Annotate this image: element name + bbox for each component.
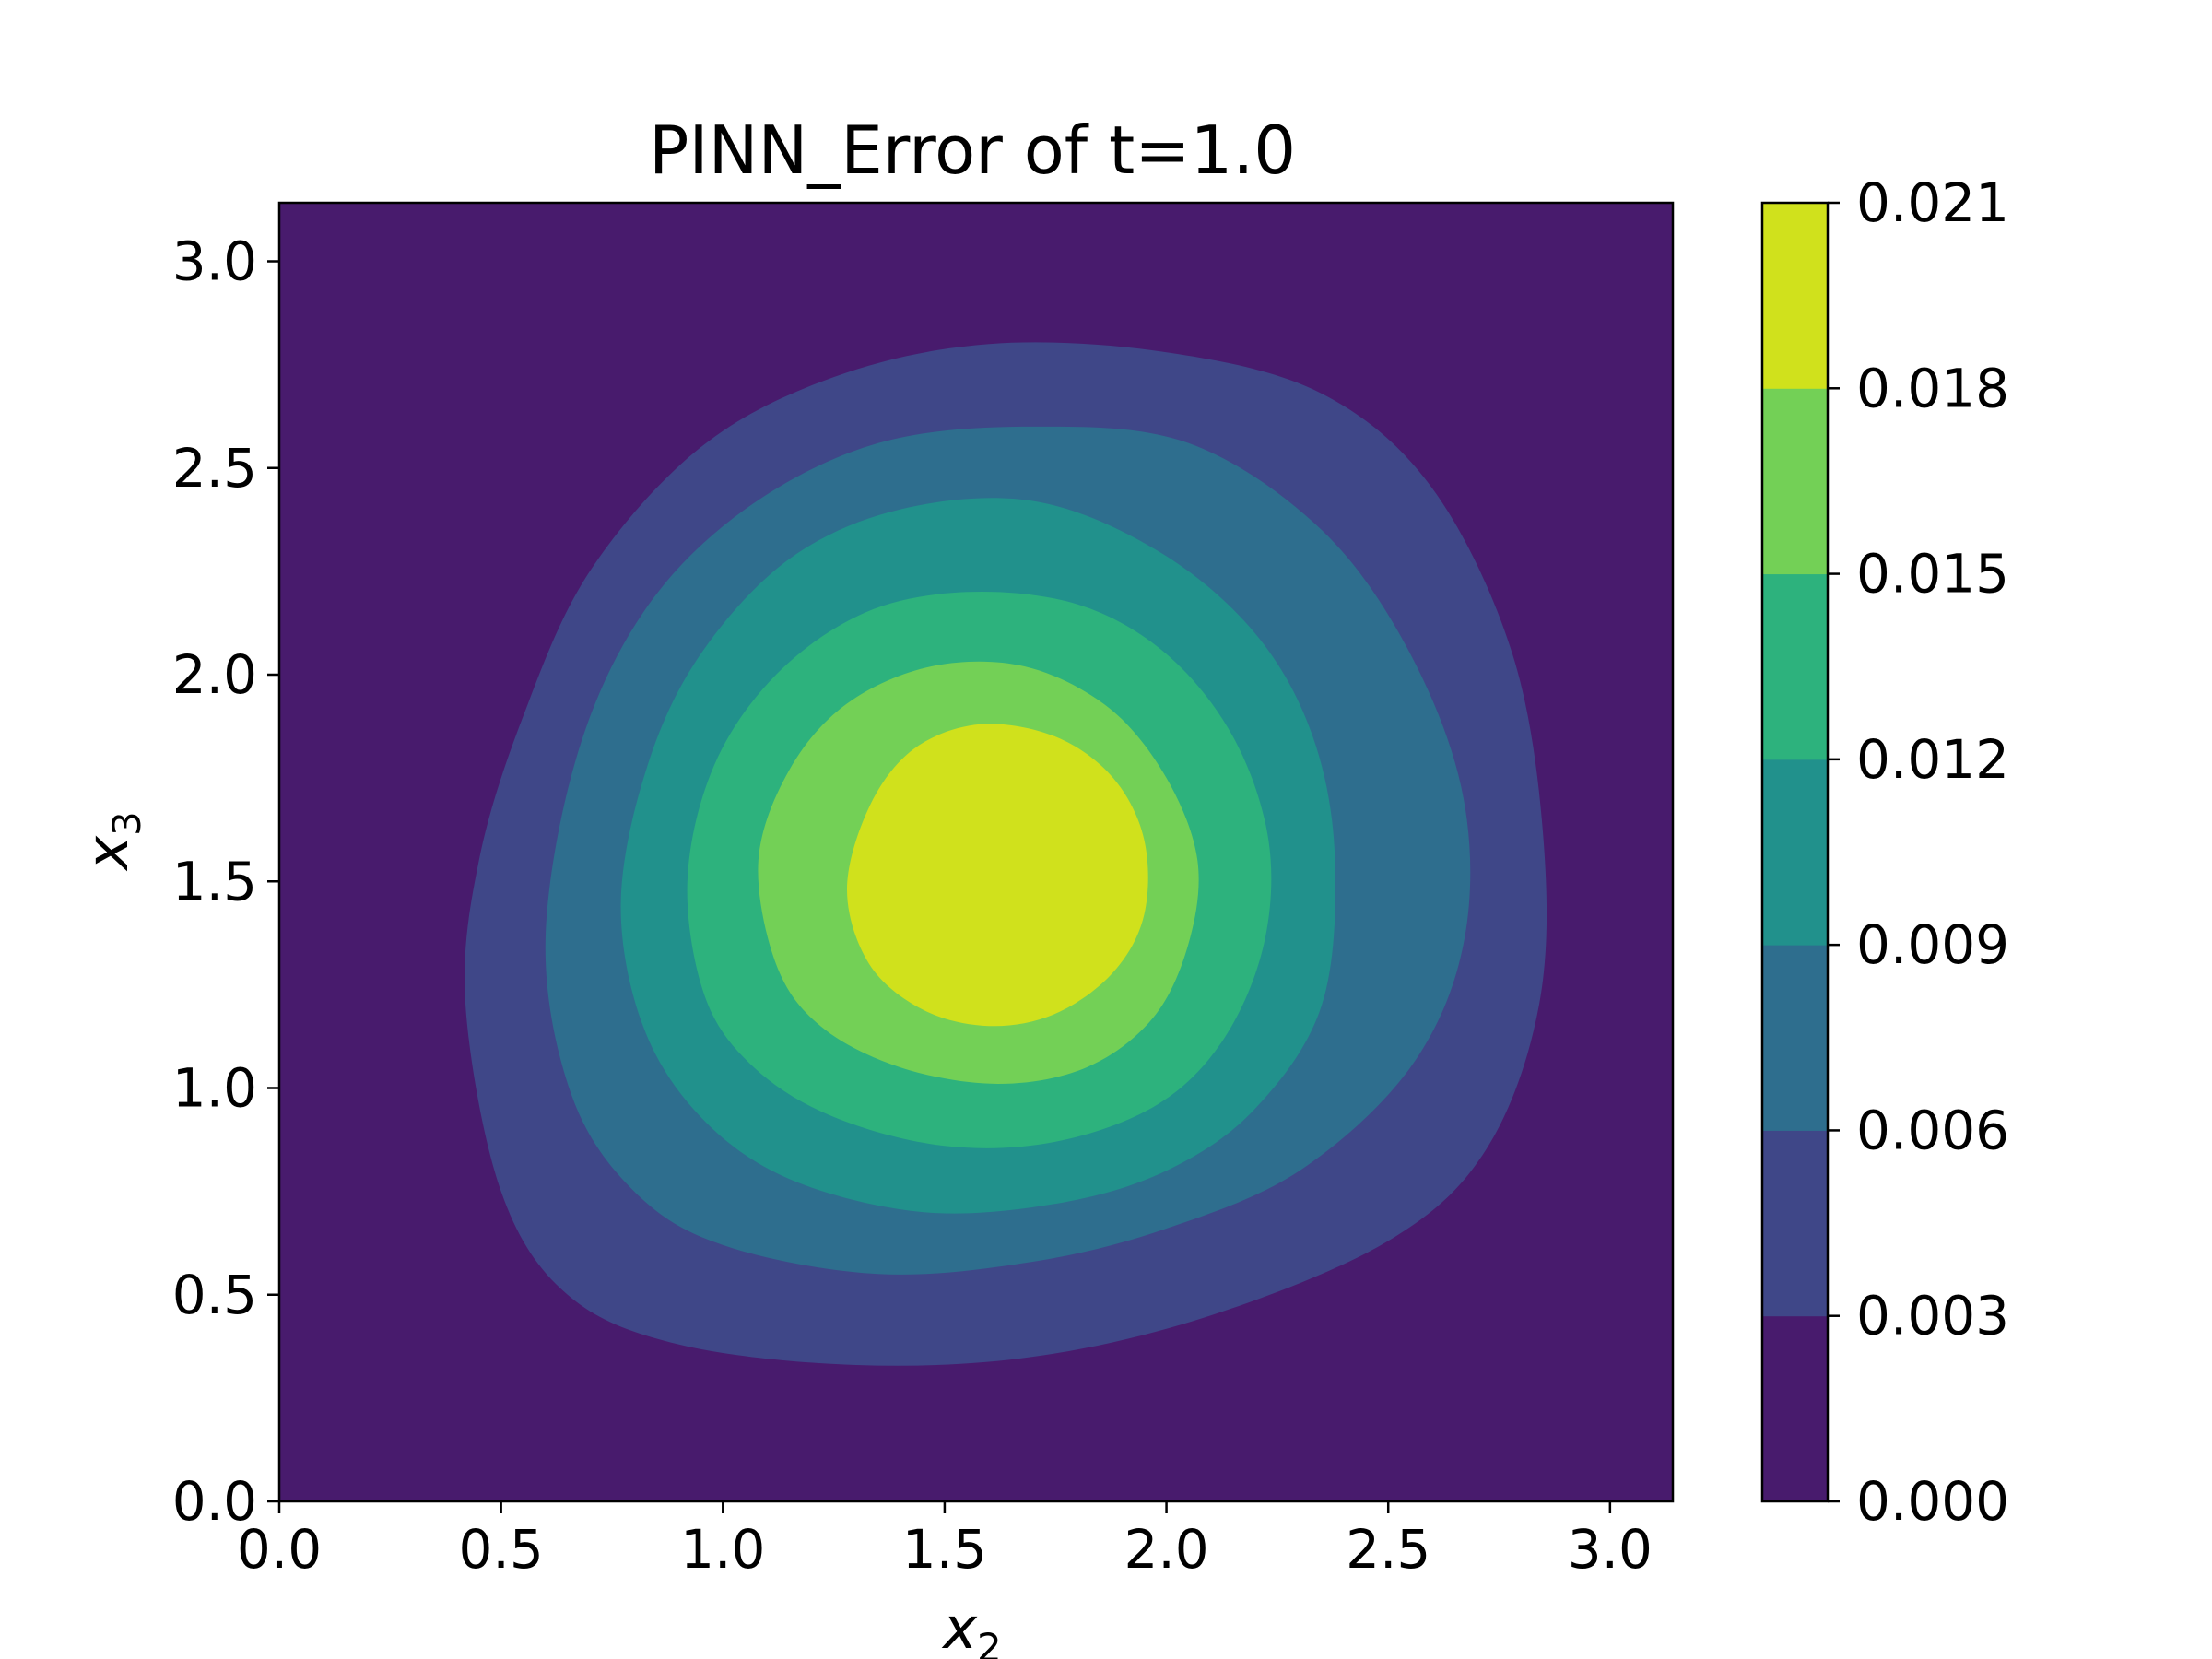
x-tick-label-0: 0.0 (237, 1518, 322, 1581)
y-axis-label-main: x (74, 835, 141, 872)
plot-frame (277, 201, 1675, 1503)
colorbar-tick-label-1: 0.003 (1856, 1285, 2009, 1347)
colorbar: 0.000 0.003 0.006 0.009 0.012 0.015 0.018 0.021 (1760, 171, 2009, 1533)
y-tick-label-3: 1.5 (172, 850, 257, 912)
y-tick-label-0: 0.0 (172, 1470, 257, 1533)
y-tick-label-4: 2.0 (172, 643, 257, 706)
x-axis: 0.0 0.5 1.0 1.5 2.0 2.5 3.0 (237, 1501, 1653, 1581)
colorbar-tick-label-5: 0.015 (1856, 543, 2009, 606)
colorbar-tick-label-6: 0.018 (1856, 357, 2009, 419)
y-axis-label-subscript: 3 (104, 811, 149, 836)
colorbar-segment-2 (1762, 945, 1828, 1131)
x-tick-label-5: 2.5 (1346, 1518, 1430, 1581)
colorbar-segment-0 (1762, 1315, 1828, 1502)
x-axis-label: x2 (941, 1594, 1001, 1659)
colorbar-tick-label-2: 0.006 (1856, 1099, 2009, 1161)
chart-title: PINN_Error of t=1.0 (649, 112, 1296, 189)
x-tick-label-1: 0.5 (459, 1518, 544, 1581)
y-tick-label-6: 3.0 (172, 230, 257, 293)
x-tick-label-4: 2.0 (1124, 1518, 1208, 1581)
x-axis-label-subscript: 2 (977, 1625, 1002, 1659)
y-tick-label-2: 1.0 (172, 1057, 257, 1120)
y-axis-label: x3 (74, 811, 149, 871)
colorbar-frame (1760, 201, 1830, 1503)
colorbar-segment-6 (1762, 203, 1828, 389)
y-axis: 0.0 0.5 1.0 1.5 2.0 2.5 3.0 (172, 230, 279, 1533)
plot-area (277, 201, 1675, 1503)
colorbar-tick-label-0: 0.000 (1856, 1470, 2009, 1533)
x-tick-label-2: 1.0 (680, 1518, 765, 1581)
colorbar-tick-label-4: 0.012 (1856, 728, 2009, 791)
x-axis-label-main: x (941, 1594, 978, 1659)
colorbar-segment-1 (1762, 1130, 1828, 1317)
colorbar-segment-3 (1762, 759, 1828, 946)
x-tick-label-6: 3.0 (1568, 1518, 1653, 1581)
colorbar-segment-5 (1762, 388, 1828, 575)
y-tick-label-1: 0.5 (172, 1264, 257, 1326)
y-tick-label-5: 2.5 (172, 437, 257, 500)
x-tick-label-3: 1.5 (902, 1518, 987, 1581)
colorbar-segment-4 (1762, 573, 1828, 760)
colorbar-tick-label-3: 0.009 (1856, 913, 2009, 976)
colorbar-tick-label-7: 0.021 (1856, 171, 2009, 234)
contour-band-6 (847, 724, 1148, 1027)
